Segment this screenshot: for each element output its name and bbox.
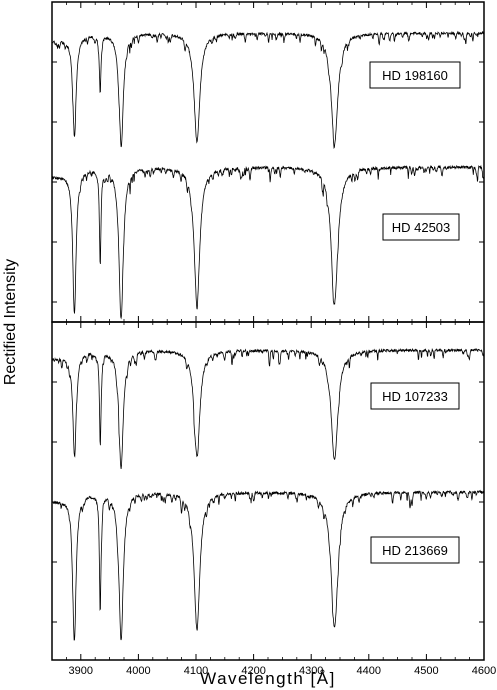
y-axis-label: Rectified Intensity	[2, 259, 19, 385]
x-tick-label: 3900	[69, 665, 93, 677]
x-tick-label: 4300	[299, 665, 323, 677]
x-axis-ticks: 3900 4000 4100 4200 4300 4400 4500 4600	[66, 2, 496, 677]
star-label: HD 107233	[382, 389, 448, 404]
x-tick-label: 4000	[126, 665, 150, 677]
x-tick-label: 4100	[184, 665, 208, 677]
star-label-box	[382, 213, 460, 241]
y-axis-ticks	[52, 1, 484, 623]
star-label: HD 198160	[382, 68, 448, 83]
x-tick-label: 4500	[414, 665, 438, 677]
star-label: HD 42503	[392, 220, 451, 235]
x-tick-label: 4400	[357, 665, 381, 677]
star-label-box	[369, 61, 461, 89]
x-tick-label: 4600	[472, 665, 496, 677]
spectrum-line	[51, 489, 485, 641]
x-tick-label: 4200	[241, 665, 265, 677]
spectrum-line	[51, 30, 485, 149]
star-label-box	[370, 536, 460, 564]
spectrum-line	[51, 347, 485, 469]
star-label: HD 213669	[382, 543, 448, 558]
x-axis-label: Wavelength [Å]	[200, 669, 336, 688]
spectra-lines	[51, 30, 485, 641]
spectrum-line	[51, 164, 485, 320]
top-panel-frame	[51, 1, 485, 323]
star-labels: HD 198160 HD 42503 HD 107233 HD 213669	[369, 61, 461, 564]
star-label-box	[370, 382, 460, 410]
top-panel	[51, 1, 485, 323]
